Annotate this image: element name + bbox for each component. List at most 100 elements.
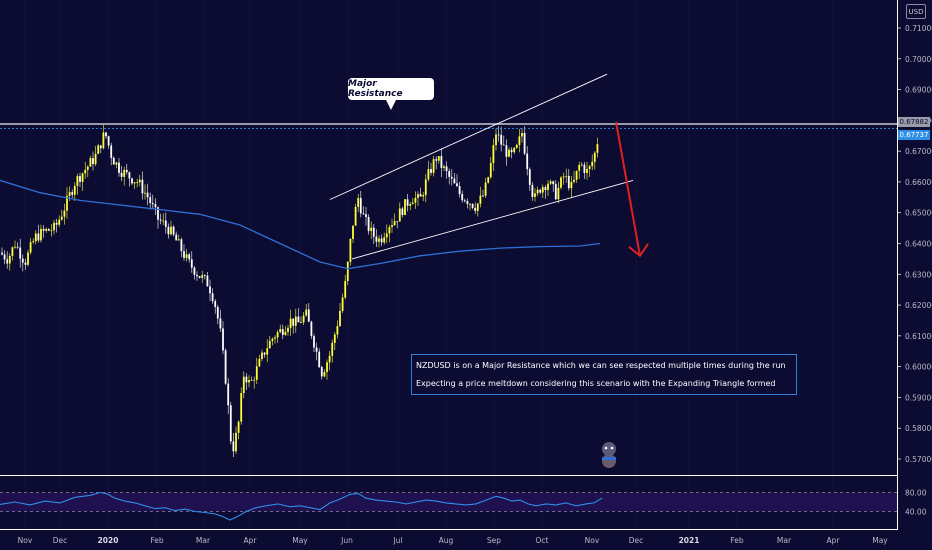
candle-body <box>276 332 279 338</box>
candle-body <box>567 175 570 189</box>
candle-body <box>560 177 562 188</box>
candles <box>1 124 599 458</box>
candle-body <box>242 376 245 393</box>
candle-body <box>268 340 271 349</box>
candle-body <box>526 153 529 170</box>
candle-body <box>448 171 451 177</box>
candle-body <box>513 147 516 153</box>
time-tick-label: Feb <box>150 536 164 545</box>
candle-body <box>164 220 167 227</box>
candle-body <box>292 318 295 326</box>
candle-body <box>198 276 201 278</box>
candle-body <box>562 176 565 178</box>
candle-body <box>320 367 323 377</box>
candle-body <box>287 327 289 332</box>
candle-body <box>484 182 487 196</box>
major-resistance-callout: Major Resistance <box>348 78 434 100</box>
candle-body <box>45 228 48 231</box>
moving-average-line <box>0 179 601 270</box>
time-tick-label: May <box>872 536 888 545</box>
candle-body <box>219 318 222 329</box>
time-tick-label: Apr <box>827 536 841 545</box>
candle-body <box>588 166 591 169</box>
candle-body <box>40 228 42 241</box>
candle-body <box>73 185 76 195</box>
candle-body <box>131 178 133 184</box>
candle-body <box>359 198 362 214</box>
candle-body <box>310 321 313 337</box>
price-tick-label: 0.57000 <box>905 455 932 464</box>
candle-body <box>385 233 388 238</box>
candle-body <box>430 169 432 173</box>
time-tick-label: Nov <box>18 536 33 545</box>
note-line-2: Expecting a price meltdown considering t… <box>416 379 776 388</box>
candle-body <box>479 195 482 204</box>
triangle-lower-line <box>351 179 634 260</box>
time-tick-label: Mar <box>196 536 211 545</box>
candle-body <box>313 336 315 348</box>
currency-badge[interactable]: USD <box>906 4 926 19</box>
candle-body <box>190 259 193 268</box>
candle-body <box>141 179 144 194</box>
candle-body <box>583 164 586 173</box>
time-tick-label: Oct <box>536 536 549 545</box>
candle-body <box>505 145 508 157</box>
candle-body <box>86 166 89 170</box>
candle-body <box>11 247 14 257</box>
time-tick-label: May <box>292 536 308 545</box>
candle-body <box>263 352 266 355</box>
candle-body <box>500 134 503 145</box>
callout-pointer <box>386 100 396 110</box>
candle-body <box>383 237 386 243</box>
candle-body <box>232 441 235 452</box>
candle-body <box>521 133 523 137</box>
candle-body <box>97 145 100 154</box>
candle-body <box>557 187 560 200</box>
time-tick-label: Feb <box>730 536 744 545</box>
candle-body <box>154 204 157 208</box>
candle-body <box>255 366 258 380</box>
candle-body <box>570 181 573 189</box>
candle-body <box>297 316 300 323</box>
candle-body <box>112 157 115 165</box>
rsi-panel: 80.00 40.00 <box>0 489 927 530</box>
candle-body <box>240 392 243 422</box>
candle-body <box>575 170 578 180</box>
candle-body <box>201 275 204 278</box>
candle-body <box>47 228 50 231</box>
candle-body <box>370 227 373 232</box>
candle-body <box>375 236 378 242</box>
candle-body <box>380 238 383 243</box>
candle-body <box>318 351 321 368</box>
arrow-head <box>628 243 649 258</box>
candle-body <box>149 197 152 204</box>
candle-body <box>180 239 183 252</box>
candle-body <box>492 145 495 164</box>
last-price-tag: 0.67737 <box>898 130 930 140</box>
candle-body <box>115 162 118 165</box>
candle-body <box>274 337 276 339</box>
candle-body <box>471 203 474 208</box>
candle-body <box>349 238 352 262</box>
author-logo-icon <box>602 442 616 468</box>
time-tick-label: 2020 <box>98 536 119 545</box>
candle-body <box>71 192 74 195</box>
candle-body <box>367 216 370 232</box>
candle-body <box>53 222 55 231</box>
candle-body <box>302 315 305 323</box>
candle-body <box>378 238 380 242</box>
time-tick-label: Jul <box>392 536 402 545</box>
time-tick-label: Mar <box>777 536 792 545</box>
candle-body <box>151 203 154 205</box>
candle-body <box>461 194 464 201</box>
candle-body <box>110 145 113 158</box>
grid <box>24 0 881 530</box>
time-tick-label: Nov <box>585 536 600 545</box>
candle-body <box>474 207 477 211</box>
candle-body <box>94 153 97 165</box>
candle-body <box>341 297 344 311</box>
